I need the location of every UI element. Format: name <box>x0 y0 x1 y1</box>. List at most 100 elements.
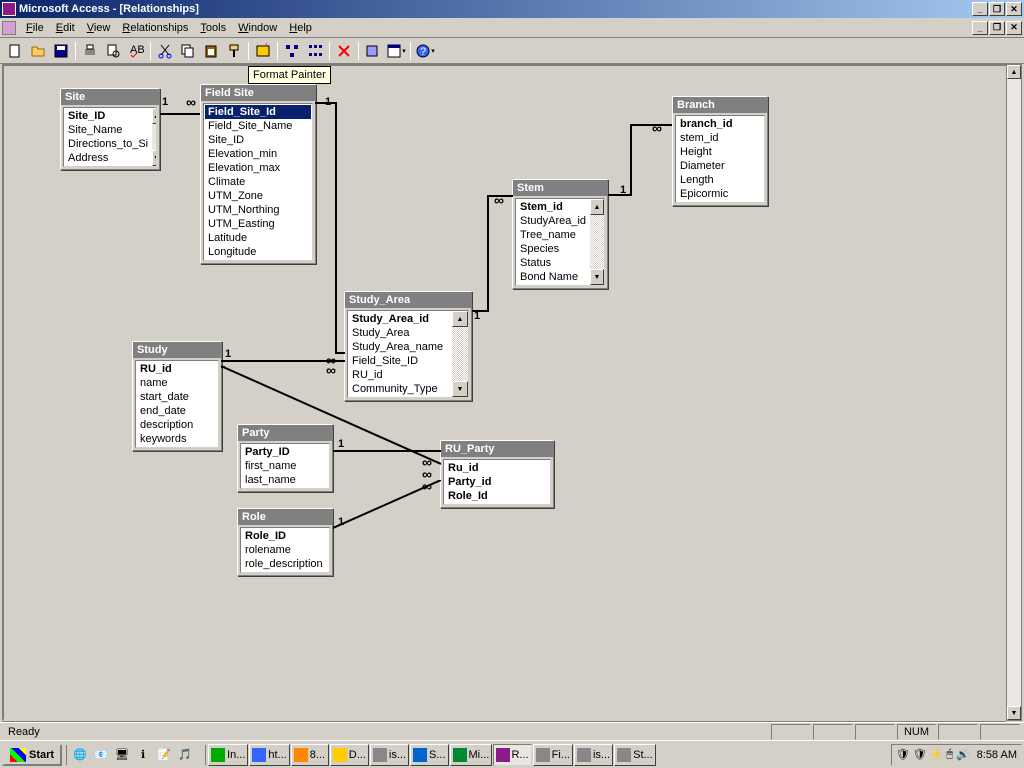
field-item[interactable]: UTM_Easting <box>205 217 311 231</box>
field-item[interactable]: Latitude <box>205 231 311 245</box>
field-item[interactable]: Ru_id <box>445 461 549 475</box>
relationships-canvas[interactable]: 1 ∞ 1 ∞ 1 ∞ 1 ∞ 1 ∞ ∞ 1 ∞ 1 ∞ Site Site_… <box>2 64 1022 721</box>
field-item[interactable]: Elevation_min <box>205 147 311 161</box>
field-item[interactable]: keywords <box>137 432 217 446</box>
task-button[interactable]: 8... <box>291 744 329 766</box>
print-preview-button[interactable] <box>102 40 124 62</box>
field-item[interactable]: Address <box>65 151 151 165</box>
open-button[interactable] <box>27 40 49 62</box>
field-item[interactable]: Role_Id <box>445 489 549 503</box>
menu-edit[interactable]: Edit <box>50 20 81 36</box>
cut-button[interactable] <box>154 40 176 62</box>
clear-layout-button[interactable] <box>333 40 355 62</box>
show-all-button[interactable] <box>304 40 326 62</box>
field-item[interactable]: Study_Area_id <box>349 312 451 326</box>
field-item[interactable]: description <box>137 418 217 432</box>
table-stem[interactable]: Stem Stem_id StudyArea_id Tree_name Spec… <box>512 179 608 289</box>
field-item[interactable]: Bond Name <box>517 270 589 284</box>
menu-help[interactable]: Help <box>283 20 318 36</box>
task-button[interactable]: R... <box>493 744 532 766</box>
task-button[interactable]: D... <box>330 744 369 766</box>
field-item[interactable]: Species <box>517 242 589 256</box>
help-button[interactable]: ?▾ <box>414 40 436 62</box>
table-title[interactable]: Site <box>61 89 159 105</box>
scroll-down-button[interactable]: ▼ <box>1007 706 1021 720</box>
menu-file[interactable]: File <box>20 20 50 36</box>
menu-window[interactable]: Window <box>232 20 283 36</box>
paste-button[interactable] <box>200 40 222 62</box>
task-button[interactable]: is... <box>574 744 613 766</box>
new-button[interactable] <box>4 40 26 62</box>
task-button[interactable]: In... <box>208 744 248 766</box>
field-item[interactable]: Tree_name <box>517 228 589 242</box>
field-item[interactable]: UTM_Northing <box>205 203 311 217</box>
field-item[interactable]: start_date <box>137 390 217 404</box>
table-title[interactable]: Branch <box>673 97 767 113</box>
mdi-restore-button[interactable]: ❐ <box>989 21 1005 35</box>
field-item[interactable]: Field_Site_Id <box>205 105 311 119</box>
mdi-minimize-button[interactable]: _ <box>972 21 988 35</box>
task-button[interactable]: is... <box>370 744 409 766</box>
show-direct-button[interactable] <box>281 40 303 62</box>
table-site[interactable]: Site Site_ID Site_Name Directions_to_Si … <box>60 88 160 170</box>
field-item[interactable]: Epicormic <box>677 187 763 201</box>
tray-icon[interactable]: 🔊 <box>956 748 970 761</box>
ql-outlook-icon[interactable]: 📧 <box>91 745 111 765</box>
menu-relationships[interactable]: Relationships <box>116 20 194 36</box>
task-button[interactable]: Fi... <box>533 744 573 766</box>
maximize-button[interactable]: ❐ <box>989 2 1005 16</box>
field-item[interactable]: UTM_Zone <box>205 189 311 203</box>
start-button[interactable]: Start <box>2 744 62 766</box>
menu-view[interactable]: View <box>81 20 117 36</box>
field-item[interactable]: Field_Site_Name <box>205 119 311 133</box>
task-button[interactable]: St... <box>614 744 656 766</box>
save-button[interactable] <box>50 40 72 62</box>
table-title[interactable]: Study_Area <box>345 292 471 308</box>
field-item[interactable]: end_date <box>137 404 217 418</box>
new-object-button[interactable] <box>362 40 384 62</box>
scrollbar[interactable]: ▲▼ <box>452 311 468 397</box>
field-item[interactable]: Stem_id <box>517 200 589 214</box>
scrollbar[interactable]: ▲▼ <box>590 199 604 285</box>
field-item[interactable]: RU_id <box>137 362 217 376</box>
field-item[interactable]: StudyArea_id <box>517 214 589 228</box>
field-item[interactable]: Status <box>517 256 589 270</box>
field-item[interactable]: Diameter <box>677 159 763 173</box>
menu-tools[interactable]: Tools <box>194 20 232 36</box>
scrollbar[interactable]: ▲▼ <box>152 108 157 166</box>
field-item[interactable]: Directions_to_Si <box>65 137 151 151</box>
format-painter-button[interactable] <box>223 40 245 62</box>
field-item[interactable]: name <box>137 376 217 390</box>
tray-icon[interactable]: 🛡 <box>913 748 927 761</box>
field-item[interactable]: stem_id <box>677 131 763 145</box>
ql-item-icon[interactable]: ℹ <box>133 745 153 765</box>
field-item[interactable]: Site_ID <box>65 109 151 123</box>
table-title[interactable]: Stem <box>513 180 607 196</box>
table-field-site[interactable]: Field Site Field_Site_Id Field_Site_Name… <box>200 84 316 264</box>
field-item[interactable]: rolename <box>242 543 328 557</box>
ql-item-icon[interactable]: 🎵 <box>175 745 195 765</box>
task-button[interactable]: ht... <box>249 744 289 766</box>
tray-icon[interactable]: ⚡ <box>930 748 944 761</box>
field-item[interactable]: last_name <box>242 473 328 487</box>
table-ru-party[interactable]: RU_Party Ru_id Party_id Role_Id <box>440 440 554 508</box>
field-item[interactable]: Longitude <box>205 245 311 259</box>
field-item[interactable]: Party_id <box>445 475 549 489</box>
minimize-button[interactable]: _ <box>972 2 988 16</box>
mdi-close-button[interactable]: ✕ <box>1006 21 1022 35</box>
field-item[interactable]: branch_id <box>677 117 763 131</box>
close-button[interactable]: ✕ <box>1006 2 1022 16</box>
copy-button[interactable] <box>177 40 199 62</box>
field-item[interactable]: Site_ID <box>205 133 311 147</box>
ql-item-icon[interactable]: 📝 <box>154 745 174 765</box>
task-button[interactable]: S... <box>410 744 449 766</box>
table-branch[interactable]: Branch branch_id stem_id Height Diameter… <box>672 96 768 206</box>
field-item[interactable]: role_description <box>242 557 328 571</box>
table-study[interactable]: Study RU_id name start_date end_date des… <box>132 341 222 451</box>
scroll-up-button[interactable]: ▲ <box>1007 65 1021 79</box>
tray-icon[interactable]: 🖱 <box>946 748 953 761</box>
field-item[interactable]: Climate <box>205 175 311 189</box>
vertical-scrollbar[interactable]: ▲ ▼ <box>1006 64 1022 721</box>
field-item[interactable]: Study_Area <box>349 326 451 340</box>
table-title[interactable]: Field Site <box>201 85 315 101</box>
